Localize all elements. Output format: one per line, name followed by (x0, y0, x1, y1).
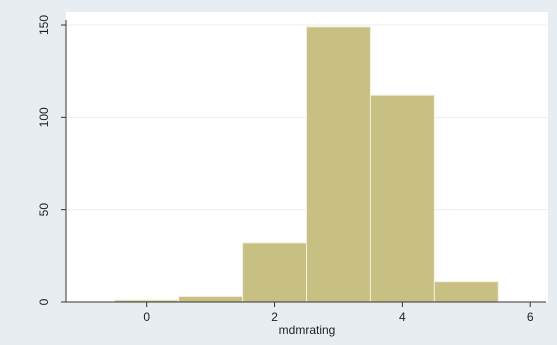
y-tick-label-0: 0 (37, 298, 51, 305)
histogram-bar-5 (433, 281, 499, 303)
tick-labels: 0 50 100 150 0 2 4 6 (37, 15, 534, 324)
histogram-bar-2 (242, 242, 308, 303)
histogram-bars (114, 26, 499, 303)
y-tick-label-50: 50 (37, 203, 51, 217)
x-tick-label-0: 0 (143, 310, 150, 324)
x-tick-label-2: 2 (271, 310, 278, 324)
y-tick-label-150: 150 (37, 15, 51, 35)
x-tick-label-6: 6 (527, 310, 534, 324)
histogram-bar-1 (178, 295, 244, 303)
x-axis-title: mdmrating (279, 323, 336, 337)
histogram-bar-4 (369, 94, 435, 303)
y-tick-label-100: 100 (37, 107, 51, 127)
x-tick-label-4: 4 (399, 310, 406, 324)
axes (61, 20, 546, 307)
histogram-bar-3 (306, 26, 371, 303)
